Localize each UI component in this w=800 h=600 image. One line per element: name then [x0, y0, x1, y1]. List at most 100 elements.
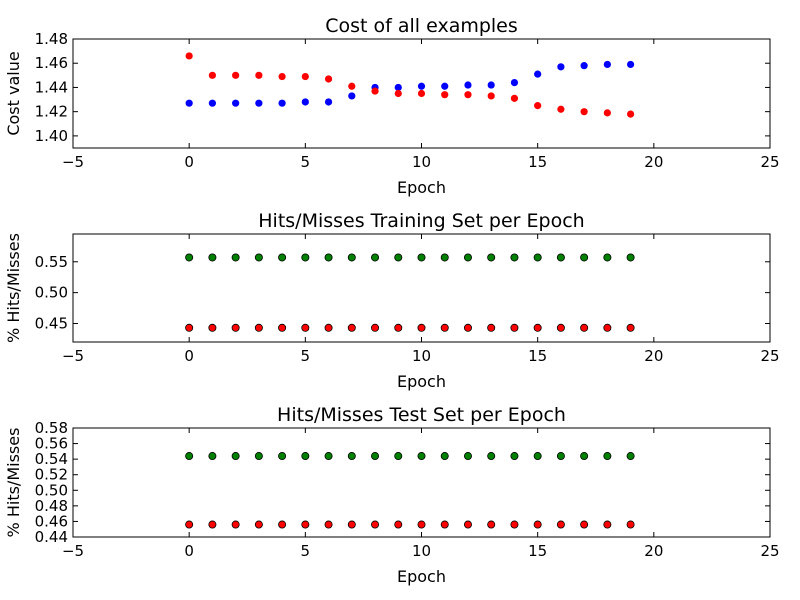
data-point — [440, 520, 449, 529]
data-point — [231, 323, 240, 332]
data-point — [417, 452, 426, 461]
data-point — [231, 452, 240, 461]
y-tick-label: 0.58 — [35, 419, 68, 437]
data-point — [301, 323, 310, 332]
data-point — [371, 452, 380, 461]
data-point — [440, 253, 449, 262]
data-point — [463, 323, 472, 332]
data-point — [510, 94, 519, 102]
data-point — [301, 98, 309, 106]
chart-title: Hits/Misses Test Set per Epoch — [277, 404, 566, 426]
data-point — [556, 452, 565, 461]
y-tick-label: 0.45 — [35, 314, 68, 332]
data-point — [231, 520, 240, 529]
data-point — [278, 323, 287, 332]
data-point — [301, 72, 309, 81]
y-tick-label: 1.42 — [35, 103, 68, 121]
data-point — [510, 452, 519, 461]
data-point — [487, 520, 496, 529]
chart-3: Hits/Misses Test Set per Epoch −5 0 5 10 15 20… — [4, 404, 780, 586]
data-point — [417, 323, 426, 332]
data-point — [626, 452, 635, 461]
data-point — [255, 99, 263, 107]
y-tick-label: 0.50 — [35, 284, 68, 302]
x-tick-label: −5 — [62, 153, 84, 171]
data-point — [533, 253, 542, 262]
x-tick-label: 0 — [184, 542, 194, 560]
y-axis-label: % Hits/Misses — [4, 233, 23, 343]
data-point — [301, 520, 310, 529]
y-axis-label: Cost value — [4, 51, 23, 135]
data-point — [394, 520, 403, 529]
data-point — [534, 70, 542, 78]
y-tick-label: 0.46 — [35, 512, 68, 530]
data-point — [487, 452, 496, 461]
x-tick-label: 25 — [760, 347, 779, 365]
x-tick-label: 5 — [301, 542, 311, 560]
data-point — [580, 62, 588, 70]
data-point — [254, 253, 263, 262]
data-point — [348, 92, 356, 100]
data-point — [347, 253, 356, 262]
data-point — [185, 520, 194, 529]
x-tick-label: 10 — [412, 347, 431, 365]
data-point — [487, 253, 496, 262]
x-tick-label: 10 — [412, 542, 431, 560]
data-point — [441, 82, 449, 90]
data-point — [208, 452, 217, 461]
data-point — [580, 108, 588, 116]
x-tick-label: 10 — [412, 153, 431, 171]
data-point — [324, 520, 333, 529]
data-point — [394, 452, 403, 461]
data-point — [278, 72, 286, 81]
data-point — [347, 452, 356, 461]
data-point — [603, 520, 612, 529]
x-axis-label: Epoch — [397, 178, 446, 197]
data-point — [394, 89, 402, 98]
data-point — [510, 323, 519, 332]
data-point — [255, 71, 263, 79]
y-tick-label: 1.48 — [35, 30, 68, 48]
x-tick-label: 20 — [644, 347, 663, 365]
data-point — [371, 253, 380, 262]
data-point — [464, 81, 472, 89]
data-point — [208, 99, 216, 107]
x-tick-label: −5 — [62, 542, 84, 560]
data-point — [301, 253, 310, 262]
x-tick-label: 20 — [644, 153, 663, 171]
y-tick-label: 0.55 — [35, 253, 68, 271]
data-point — [487, 81, 495, 89]
data-point — [464, 91, 472, 99]
x-tick-label: 25 — [760, 153, 779, 171]
data-point — [417, 89, 426, 98]
y-tick-label: 0.56 — [35, 435, 68, 453]
data-point — [254, 452, 263, 461]
x-tick-label: 25 — [760, 542, 779, 560]
data-point — [324, 98, 333, 106]
x-tick-label: 15 — [528, 347, 547, 365]
data-point — [556, 323, 565, 332]
data-point — [557, 63, 565, 71]
data-point — [627, 60, 635, 69]
data-point — [510, 253, 519, 262]
y-tick-label: 1.40 — [35, 127, 68, 145]
data-point — [278, 452, 287, 461]
data-point — [417, 253, 426, 262]
data-point — [603, 452, 612, 461]
chart-title: Cost of all examples — [325, 15, 518, 37]
data-point — [185, 52, 193, 60]
data-point — [278, 253, 287, 262]
data-point — [394, 83, 402, 92]
data-point — [603, 253, 612, 262]
data-point — [232, 71, 240, 79]
data-point — [626, 253, 635, 262]
data-point — [580, 452, 589, 461]
data-point — [231, 253, 240, 262]
data-point — [324, 253, 333, 262]
data-point — [626, 323, 635, 332]
data-point — [185, 452, 194, 461]
data-point — [533, 323, 542, 332]
y-tick-label: 1.44 — [35, 78, 68, 96]
data-point — [463, 520, 472, 529]
